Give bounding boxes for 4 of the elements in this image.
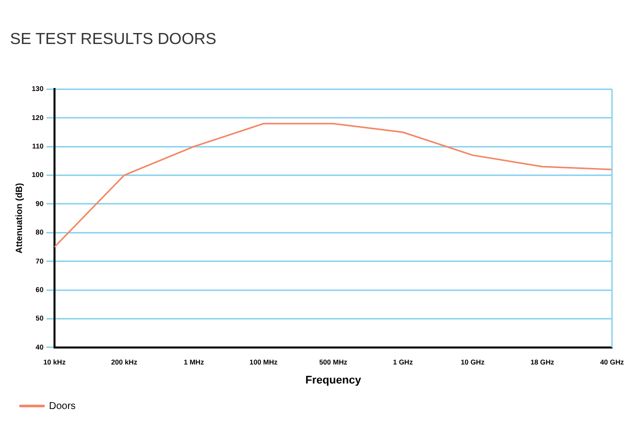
y-axis-title: Attenuation (dB): [14, 183, 24, 254]
chart-title: SE TEST RESULTS DOORS: [10, 31, 216, 48]
legend-label: Doors: [49, 400, 76, 412]
x-axis-title: Frequency: [305, 374, 362, 386]
